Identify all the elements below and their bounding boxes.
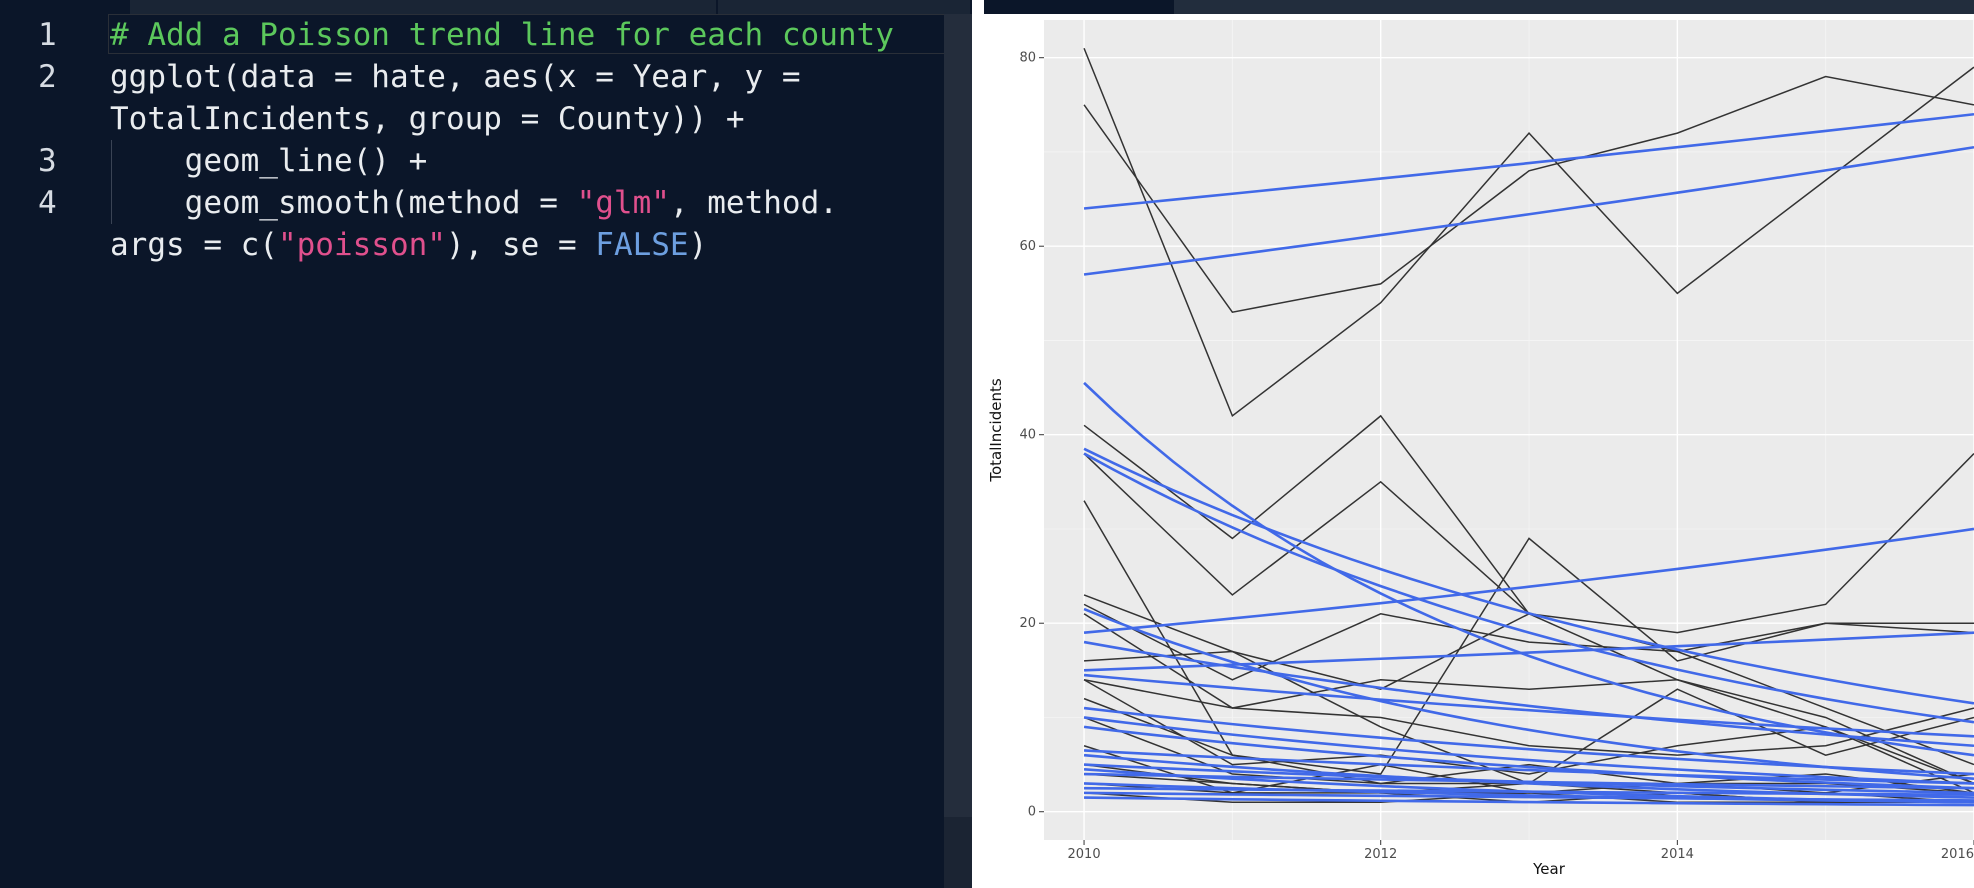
code-text[interactable]: # Add a Poisson trend line for each coun… (110, 14, 894, 56)
code-line[interactable]: 2 ggplot(data = hate, aes(x = Year, y = (0, 56, 940, 98)
indent-guide (111, 140, 112, 224)
code-token-plain: geom_line() + (110, 143, 428, 179)
code-text[interactable]: geom_smooth(method = "glm", method. (110, 182, 838, 224)
editor-tab-strip[interactable] (130, 0, 970, 14)
editor-scrollbar-thumb[interactable] (944, 14, 972, 817)
code-text[interactable]: geom_line() + (110, 140, 428, 182)
pane-splitter[interactable] (972, 0, 984, 888)
code-token-plain: args = c( (110, 227, 278, 263)
x-tick-label: 2014 (1661, 847, 1694, 862)
poisson-trend-line (1083, 640, 1974, 748)
code-token-plain: ), se = (445, 227, 596, 263)
x-axis-title: Year (1532, 860, 1566, 878)
poisson-trend-line (1083, 145, 1974, 276)
code-line[interactable]: 3 geom_line() + (0, 140, 940, 182)
code-line[interactable]: args = c("poisson"), se = FALSE) (0, 224, 940, 266)
poisson-trend-line (1083, 447, 1974, 705)
poisson-trend-line (1084, 796, 1974, 807)
code-text[interactable]: ggplot(data = hate, aes(x = Year, y = (110, 56, 801, 98)
code-token-plain: ggplot(data = hate, aes(x = Year, y = (110, 59, 801, 95)
line-number: 4 (38, 185, 57, 221)
code-token-plain: TotalIncidents, group = County)) + (110, 101, 745, 137)
county-line (1083, 75, 1974, 314)
code-token-comment: # Add a Poisson trend line for each coun… (110, 17, 894, 53)
poisson-trend-line (1083, 706, 1974, 776)
y-tick-label: 0 (1028, 805, 1036, 820)
poisson-trend-line (1084, 772, 1974, 790)
poisson-trend-line (1083, 112, 1974, 210)
poisson-trend-chart: 0 20 40 60 80 2010 2012 2014 2016 Year TotalIncide… (987, 20, 1974, 878)
code-token-constant: FALSE (595, 227, 689, 263)
poisson-trend-line (1084, 791, 1974, 802)
county-line (1083, 47, 1974, 418)
code-text[interactable]: TotalIncidents, group = County)) + (110, 98, 745, 140)
poisson-trend-line (1083, 452, 1974, 724)
code-token-plain: ) (688, 227, 708, 263)
x-tick-label: 2012 (1364, 847, 1397, 862)
y-axis-title: TotalIncidents (987, 378, 1005, 483)
poisson-trend-line (1084, 786, 1974, 797)
poisson-trend-line (1083, 673, 1974, 738)
county-line (1083, 603, 1974, 681)
code-token-string: "poisson" (277, 227, 446, 263)
x-tick-label: 2010 (1068, 847, 1101, 862)
code-token-plain: , method. (669, 185, 838, 221)
plot-viewer: 0 20 40 60 80 2010 2012 2014 2016 Year TotalIncide… (984, 0, 1974, 888)
line-number: 3 (38, 143, 57, 179)
poisson-trend-line (1083, 716, 1974, 785)
poisson-trend-line (1083, 527, 1974, 634)
plot-panel (1044, 20, 1974, 840)
code-token-string: "glm" (576, 185, 670, 221)
poisson-trend-line (1083, 381, 1974, 757)
code-token-plain: geom_smooth(method = (110, 185, 577, 221)
y-tick-label: 40 (1019, 428, 1036, 443)
y-tick-label: 20 (1019, 616, 1036, 631)
editor-scrollbar[interactable] (944, 14, 972, 888)
tab-divider (716, 0, 718, 14)
poisson-trend-line (1083, 631, 1974, 672)
plot-tab-active[interactable] (984, 0, 1174, 14)
line-number: 2 (38, 59, 57, 95)
county-line (1083, 679, 1974, 756)
y-tick-label: 60 (1019, 239, 1036, 254)
code-line[interactable]: 1 # Add a Poisson trend line for each cou… (0, 14, 940, 56)
x-tick-label: 2016 (1941, 847, 1974, 862)
code-text[interactable]: args = c("poisson"), se = FALSE) (110, 224, 707, 266)
code-line[interactable]: TotalIncidents, group = County)) + (0, 98, 940, 140)
poisson-trend-line (1083, 725, 1974, 790)
plot-tab-bar[interactable] (984, 0, 1974, 14)
poisson-trend-line (1083, 749, 1974, 785)
code-editor[interactable]: 1 # Add a Poisson trend line for each cou… (0, 0, 972, 888)
line-number: 1 (38, 17, 57, 53)
county-line (1083, 679, 1974, 785)
y-tick-label: 80 (1019, 51, 1036, 66)
code-line[interactable]: 4 geom_smooth(method = "glm", method. (0, 182, 940, 224)
